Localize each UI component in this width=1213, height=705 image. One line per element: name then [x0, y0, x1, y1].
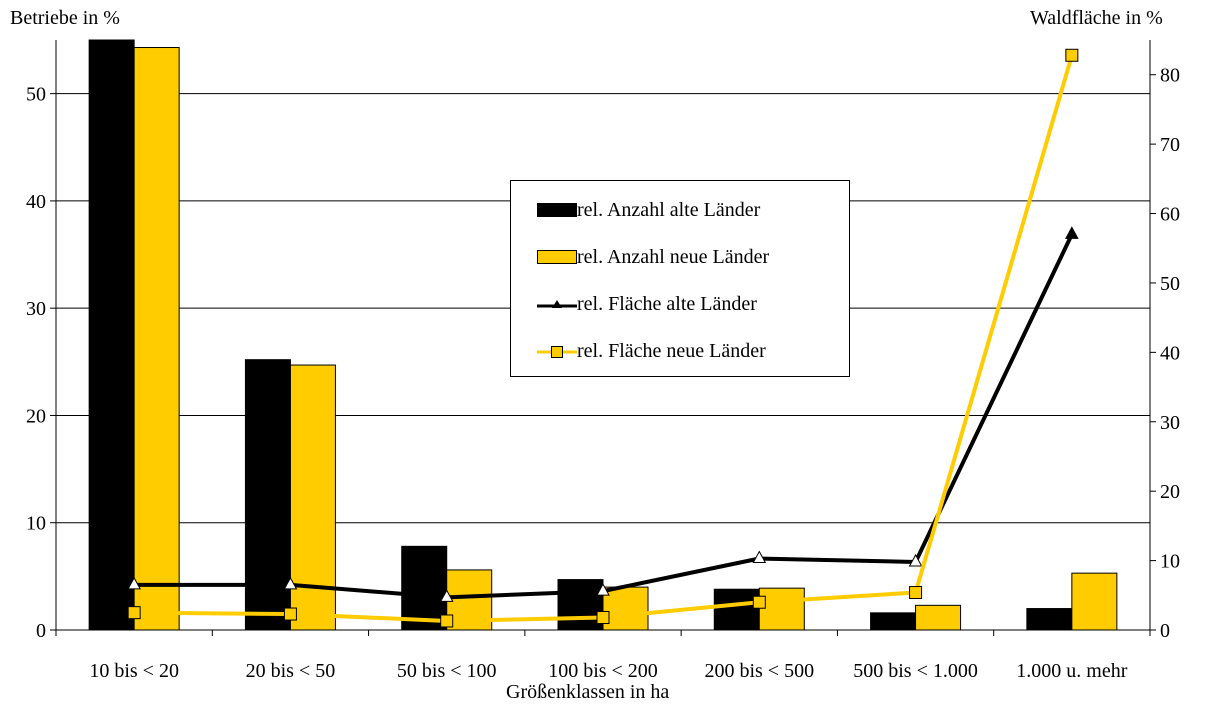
- point-marker: [1065, 48, 1079, 62]
- y-tick-label-left: 30: [26, 298, 46, 320]
- legend-swatch-yellow-bar: [537, 250, 577, 264]
- point-marker: [283, 576, 298, 590]
- bar: [289, 364, 336, 631]
- y-tick-label-right: 40: [1160, 342, 1180, 364]
- x-tick-label: 1.000 u. mehr: [1016, 660, 1127, 682]
- legend-swatch-black-bar: [537, 203, 577, 217]
- y-tick-label-left: 50: [26, 84, 46, 106]
- point-marker: [752, 550, 767, 564]
- legend-label: rel. Anzahl neue Länder: [577, 246, 770, 268]
- y-tick-label-left: 40: [26, 191, 46, 213]
- legend-item: rel. Fläche alte Länder: [511, 289, 849, 319]
- bar: [602, 586, 649, 631]
- y-tick-label-right: 50: [1160, 273, 1180, 295]
- point-marker: [440, 614, 454, 628]
- bar: [557, 579, 604, 631]
- point-marker: [439, 589, 454, 602]
- bar: [870, 612, 917, 631]
- y-tick-label-right: 70: [1160, 134, 1180, 156]
- legend-item: rel. Anzahl neue Länder: [511, 242, 849, 272]
- point-marker: [127, 606, 141, 620]
- legend-item: rel. Anzahl alte Länder: [511, 195, 849, 225]
- x-tick-label: 20 bis < 50: [246, 660, 336, 682]
- y-tick-label-left: 0: [36, 620, 46, 642]
- y-tick-label-right: 60: [1160, 204, 1180, 226]
- y-tick-label-left: 20: [26, 405, 46, 427]
- legend-item: rel. Fläche neue Länder: [511, 336, 849, 366]
- legend-swatch-yellow-line-square: [537, 346, 577, 358]
- bar: [244, 359, 291, 631]
- legend: rel. Anzahl alte Länder rel. Anzahl neue…: [510, 180, 850, 377]
- x-tick-label: 100 bis < 200: [548, 660, 658, 682]
- legend-swatch-black-line-triangle: [537, 300, 577, 308]
- bar: [713, 588, 760, 631]
- point-marker: [1065, 226, 1079, 239]
- point-marker: [283, 607, 297, 621]
- y-tick-label-right: 80: [1160, 65, 1180, 87]
- point-marker: [127, 576, 141, 590]
- legend-label: rel. Fläche alte Länder: [577, 293, 757, 315]
- legend-label: rel. Fläche neue Länder: [577, 340, 766, 362]
- legend-label: rel. Anzahl alte Länder: [577, 199, 761, 221]
- y-tick-label-left: 10: [26, 513, 46, 535]
- y-tick-label-right: 20: [1160, 481, 1180, 503]
- x-axis-title: Größenklassen in ha: [506, 681, 670, 703]
- bar: [401, 545, 448, 631]
- point-marker: [908, 553, 923, 567]
- bar: [133, 47, 180, 631]
- y-tick-label-right: 10: [1160, 551, 1180, 573]
- x-tick-label: 200 bis < 500: [704, 660, 814, 682]
- x-tick-label: 50 bis < 100: [397, 660, 497, 682]
- x-tick-label: 10 bis < 20: [89, 660, 179, 682]
- bar: [1026, 608, 1073, 631]
- y-axis-left-title: Betriebe in %: [10, 7, 120, 29]
- point-marker: [596, 611, 610, 625]
- point-marker: [909, 586, 923, 600]
- bar: [1071, 572, 1118, 631]
- y-axis-right-title: Waldfläche in %: [1030, 7, 1163, 29]
- bar: [915, 604, 962, 631]
- y-tick-label-right: 0: [1160, 620, 1170, 642]
- y-tick-label-right: 30: [1160, 412, 1180, 434]
- point-marker: [752, 595, 766, 609]
- bar: [758, 587, 805, 631]
- bar: [88, 39, 135, 631]
- x-tick-label: 500 bis < 1.000: [853, 660, 978, 682]
- point-marker: [596, 583, 610, 596]
